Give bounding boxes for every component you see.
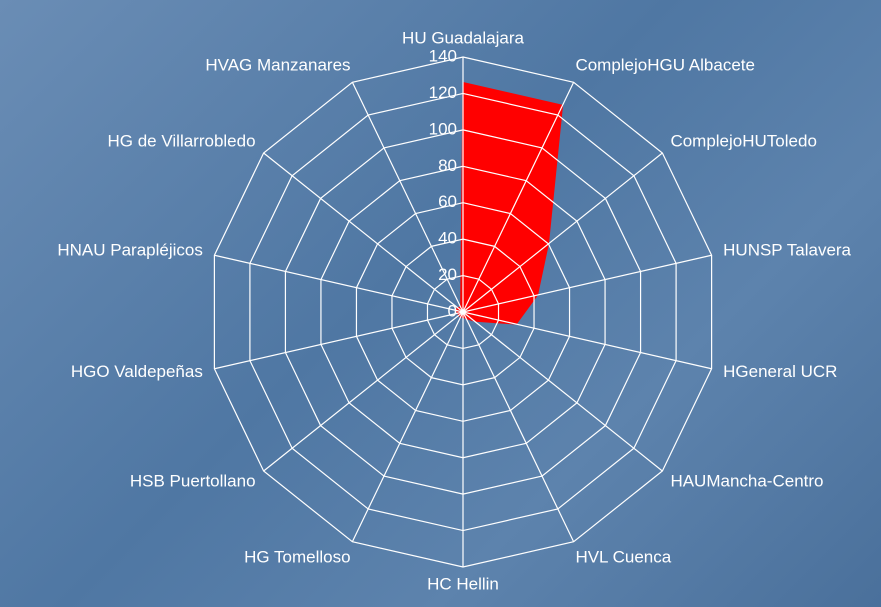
category-label: HSB Puertollano bbox=[130, 472, 256, 491]
category-label: HC Hellin bbox=[427, 574, 499, 593]
category-label: ComplejoHGU Albacete bbox=[575, 56, 755, 75]
category-label: HGO Valdepeñas bbox=[71, 362, 203, 381]
spoke bbox=[462, 311, 663, 472]
spoke bbox=[462, 152, 663, 313]
tick-label: 60 bbox=[438, 192, 457, 211]
tick-label: 140 bbox=[429, 46, 457, 65]
category-label: HG de Villarrobledo bbox=[108, 131, 256, 150]
category-label: HGeneral UCR bbox=[723, 362, 837, 381]
category-label: HVL Cuenca bbox=[575, 547, 671, 566]
category-label: HVAG Manzanares bbox=[205, 56, 350, 75]
spoke bbox=[462, 254, 712, 313]
spoke bbox=[462, 81, 575, 313]
tick-label: 120 bbox=[429, 83, 457, 102]
category-label: HUNSP Talavera bbox=[723, 241, 851, 260]
category-label: ComplejoHUToledo bbox=[670, 131, 816, 150]
spoke bbox=[214, 254, 464, 313]
spoke bbox=[351, 81, 464, 313]
category-label: HU Guadalajara bbox=[402, 28, 524, 47]
category-label: HAUMancha-Centro bbox=[670, 472, 823, 491]
spoke bbox=[462, 311, 712, 370]
spoke bbox=[351, 311, 464, 543]
spoke bbox=[263, 152, 464, 313]
spoke bbox=[462, 311, 575, 543]
tick-label: 100 bbox=[429, 119, 457, 138]
radar-area bbox=[455, 81, 564, 325]
spoke bbox=[214, 311, 464, 370]
tick-label: 80 bbox=[438, 156, 457, 175]
category-label: HG Tomelloso bbox=[244, 547, 350, 566]
tick-label: 40 bbox=[438, 229, 457, 248]
tick-label: 20 bbox=[438, 265, 457, 284]
tick-label: 0 bbox=[448, 301, 457, 320]
spoke bbox=[263, 311, 464, 472]
category-label: HNAU Parapléjicos bbox=[57, 241, 203, 260]
